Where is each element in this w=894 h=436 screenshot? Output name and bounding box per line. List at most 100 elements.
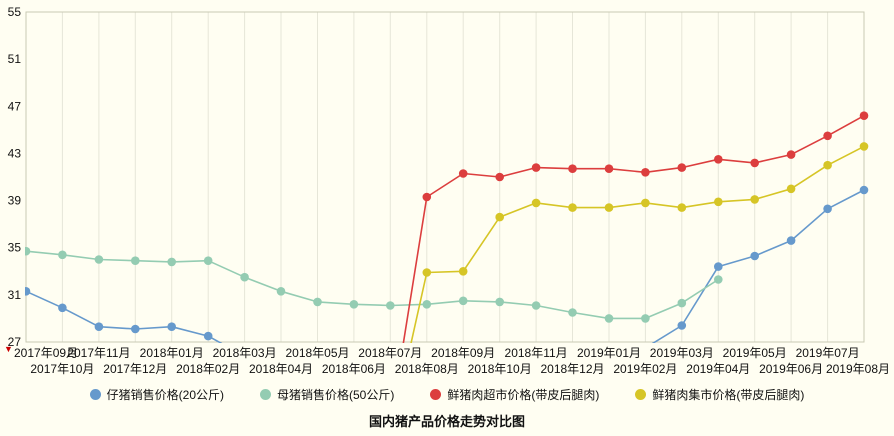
data-point (641, 168, 650, 177)
data-point (203, 256, 213, 266)
legend: 仔猪销售价格(20公斤) 母猪销售价格(50公斤) 鲜猪肉超市价格(带皮后腿肉) 鲜猪… (0, 386, 894, 403)
series-3 (410, 142, 869, 343)
legend-marker-icon (260, 389, 271, 400)
data-point (386, 301, 395, 310)
legend-marker-icon (89, 389, 101, 400)
data-point (568, 203, 577, 212)
data-point (641, 314, 650, 323)
legend-label: 仔猪销售价格(20公斤) (106, 388, 224, 402)
series-2 (402, 111, 869, 343)
data-point (568, 308, 577, 317)
data-point (58, 250, 67, 260)
data-point (25, 246, 31, 256)
legend-item: 鲜猪肉超市价格(带皮后腿肉) (430, 386, 599, 403)
series-1 (25, 246, 723, 323)
data-point (714, 197, 723, 207)
data-point (750, 158, 759, 168)
chart-title: 国内猪产品价格走势对比图 (368, 414, 525, 429)
x-axis-label: 2018年02月 (176, 362, 240, 376)
y-axis-label: 39 (8, 194, 22, 208)
x-axis-label: 2019年06月 (759, 362, 823, 376)
data-point (203, 331, 213, 341)
data-point (131, 256, 140, 266)
x-axis-label: 2018年10月 (468, 362, 532, 376)
series-line (410, 145, 865, 343)
data-point (714, 262, 723, 271)
x-axis-label: 2019年07月 (796, 346, 860, 360)
x-axis-label: 2017年12月 (103, 362, 167, 376)
data-point (422, 300, 432, 309)
origin-pointer-icon: ▼ (4, 344, 13, 354)
data-point (786, 150, 796, 159)
data-point (641, 344, 650, 353)
y-axis-label: 31 (8, 288, 22, 302)
y-axis-label: 55 (8, 5, 22, 19)
y-axis-label: 47 (8, 99, 22, 113)
data-point (568, 164, 577, 173)
data-point (313, 297, 322, 307)
data-point (131, 324, 140, 334)
data-point (823, 204, 832, 214)
series-line (25, 250, 719, 320)
data-point (750, 251, 759, 261)
data-point (714, 155, 723, 164)
data-point (714, 275, 723, 284)
data-point (422, 268, 432, 277)
data-point (495, 212, 505, 222)
data-point (641, 198, 650, 208)
x-axis-label: 2018年08月 (395, 362, 459, 376)
data-point (495, 297, 505, 307)
data-point (750, 195, 759, 204)
x-axis-label: 2019年02月 (613, 362, 677, 376)
x-axis-label: 2018年05月 (285, 346, 349, 360)
x-axis-label: 2018年11月 (505, 346, 568, 360)
series-line (402, 114, 865, 343)
series-0 (25, 185, 869, 353)
y-axis-label: 43 (8, 146, 22, 160)
data-point (604, 314, 614, 323)
data-point (94, 255, 104, 264)
x-axis-label: 2019年08月 (826, 362, 890, 376)
x-axis-label: 2018年12月 (540, 362, 604, 376)
x-axis-label: 2018年06月 (322, 362, 386, 376)
y-axis-label: 35 (8, 241, 22, 255)
data-point (677, 163, 687, 172)
y-axis-label: 51 (8, 52, 22, 66)
legend-label: 鲜猪肉集市价格(带皮后腿肉) (652, 388, 805, 402)
x-axis-label: 2018年03月 (213, 346, 277, 360)
x-axis-label: 2017年10月 (30, 362, 94, 376)
data-point (859, 142, 869, 151)
data-point (786, 236, 796, 245)
plot-border (25, 11, 865, 343)
data-point (677, 203, 687, 212)
data-point (495, 172, 505, 182)
data-point (823, 160, 832, 170)
data-point (786, 184, 796, 194)
data-point (458, 296, 468, 306)
x-axis-label: 2019年05月 (723, 346, 787, 360)
data-point (25, 287, 31, 296)
data-point (531, 198, 541, 208)
legend-item: 仔猪销售价格(20公斤) (89, 386, 224, 403)
x-axis-label: 2019年01月 (577, 346, 641, 360)
data-point (604, 203, 614, 212)
data-point (349, 300, 359, 309)
legend-marker-icon (635, 389, 647, 400)
data-point (859, 185, 869, 195)
x-axis-label: 2019年04月 (686, 362, 750, 376)
legend-label: 鲜猪肉超市价格(带皮后腿肉) (447, 388, 600, 402)
data-point (677, 321, 687, 330)
data-point (531, 163, 541, 172)
x-axis-label: 2018年09月 (431, 346, 495, 360)
data-point (458, 169, 468, 178)
data-point (823, 131, 832, 141)
legend-item: 鲜猪肉集市价格(带皮后腿肉) (635, 386, 804, 403)
x-axis-label: 2017年11月 (67, 346, 130, 360)
data-point (859, 111, 869, 120)
legend-item: 母猪销售价格(50公斤) (260, 386, 394, 403)
data-point (531, 301, 541, 310)
data-point (677, 298, 687, 308)
data-point (240, 272, 249, 282)
legend-marker-icon (430, 389, 442, 400)
